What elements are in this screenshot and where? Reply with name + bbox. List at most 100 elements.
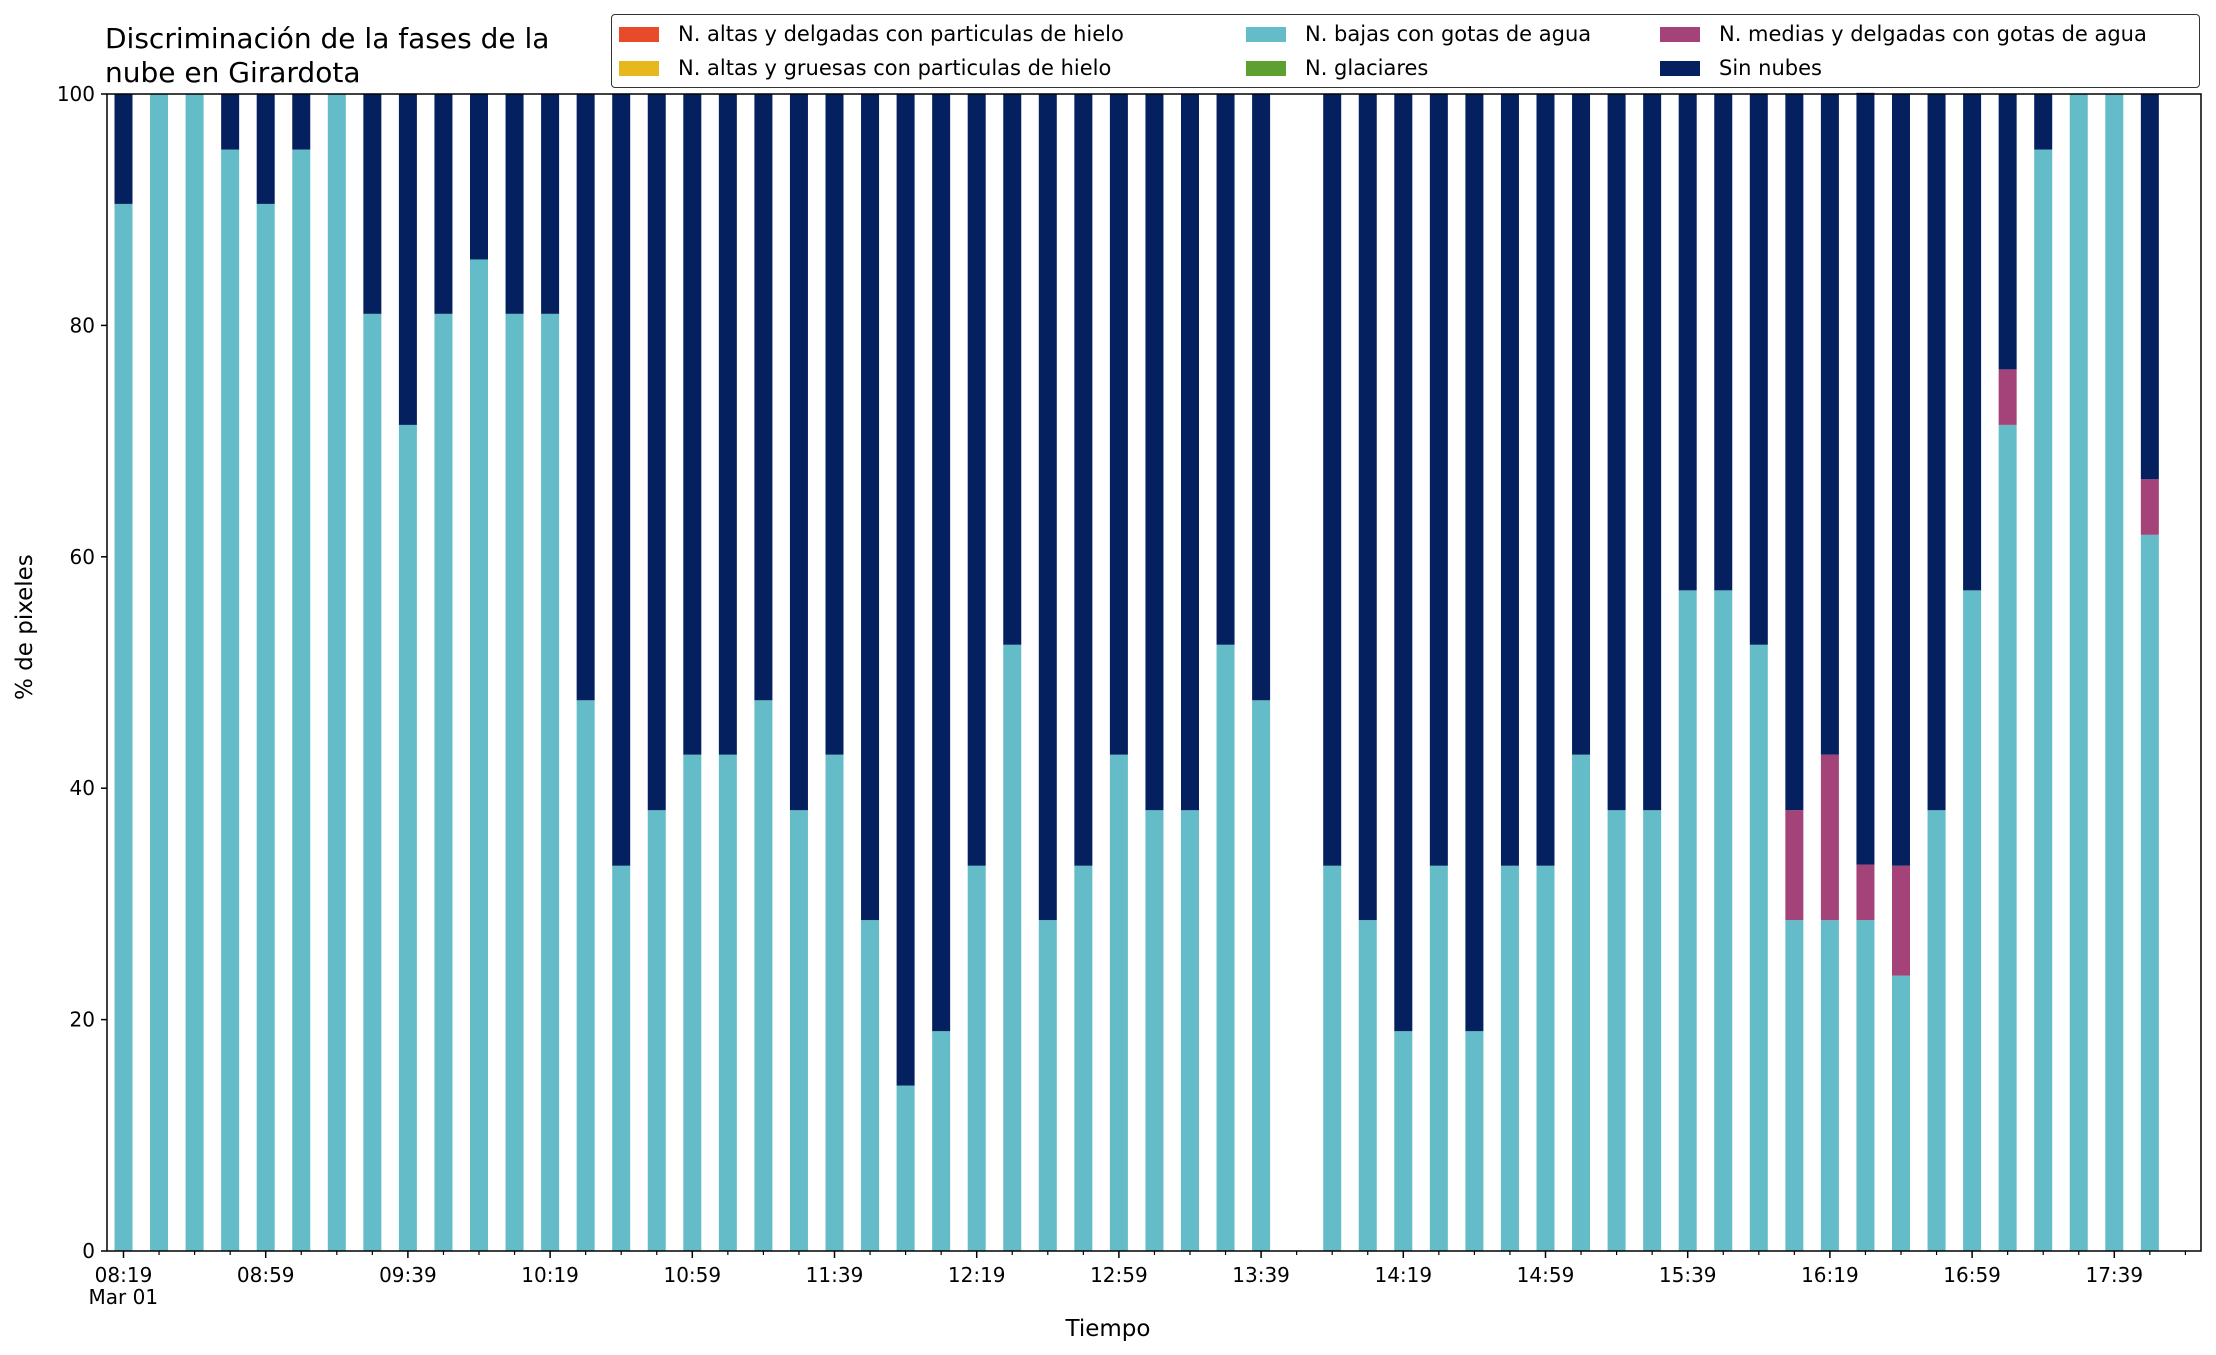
- bar-segment: [2140, 534, 2159, 1251]
- y-tick-label: 80: [70, 313, 95, 337]
- x-tick-label: 16:59: [1943, 1263, 2001, 1287]
- legend-swatch: [1660, 60, 1700, 76]
- legend-item-sin-nubes: Sin nubes: [1660, 56, 1822, 80]
- bar-segment: [718, 94, 737, 755]
- bar-segment: [1749, 644, 1768, 1251]
- y-tick-label: 100: [57, 82, 95, 106]
- legend-swatch: [619, 26, 659, 42]
- bar-segment: [327, 94, 346, 1251]
- bar-segment: [1536, 94, 1555, 866]
- bar-segment: [114, 94, 133, 204]
- bar-segment: [114, 203, 133, 1251]
- bar-segment: [683, 94, 702, 755]
- bar-segment: [1181, 94, 1199, 811]
- bar-segment: [1892, 865, 1910, 976]
- bar-segment: [1998, 424, 2017, 1251]
- bar-segment: [398, 424, 417, 1251]
- bars-layer: [114, 92, 2159, 1252]
- bar-segment: [1003, 94, 1022, 645]
- bar-segment: [1714, 590, 1733, 1251]
- bar-segment: [754, 94, 773, 701]
- bar-segment: [861, 920, 880, 1251]
- x-tick-label: Mar 01: [89, 1285, 159, 1309]
- y-tick-label: 20: [70, 1008, 95, 1032]
- bar-segment: [363, 94, 382, 314]
- x-tick-label: 09:39: [379, 1263, 437, 1287]
- bar-segment: [1927, 810, 1946, 1251]
- bar-segment: [1500, 94, 1519, 866]
- legend-item-bajas: N. bajas con gotas de agua: [1246, 22, 1591, 46]
- bar-segment: [1607, 94, 1626, 811]
- bar-segment: [861, 94, 880, 921]
- y-axis-label: % de pixeles: [12, 554, 38, 700]
- legend-swatch: [1246, 26, 1286, 42]
- y-tick-label: 60: [70, 545, 95, 569]
- bar-segment: [541, 313, 560, 1252]
- x-tick-label: 08:19: [95, 1263, 153, 1287]
- bar-segment: [1216, 644, 1235, 1251]
- legend-label: N. medias y delgadas con gotas de agua: [1719, 22, 2147, 46]
- legend-item-altas-delgadas: N. altas y delgadas con particulas de hi…: [619, 22, 1124, 46]
- legend-label: N. altas y gruesas con particulas de hie…: [678, 56, 1112, 80]
- bar-segment: [1109, 94, 1128, 755]
- bar-segment: [256, 94, 275, 204]
- bar-segment: [541, 94, 560, 314]
- x-tick-label: 11:39: [806, 1263, 864, 1287]
- bar-segment: [932, 1031, 951, 1251]
- legend-swatch: [619, 60, 659, 76]
- bar-segment: [1820, 920, 1839, 1251]
- bar-segment: [1892, 975, 1910, 1251]
- bar-segment: [647, 94, 666, 811]
- x-tick-label: 12:19: [948, 1263, 1006, 1287]
- bar-segment: [1643, 810, 1662, 1251]
- bar-segment: [1465, 94, 1484, 1032]
- bar-segment: [789, 810, 808, 1251]
- x-tick-label: 08:59: [237, 1263, 295, 1287]
- bar-segment: [1038, 920, 1057, 1251]
- bar-segment: [434, 313, 453, 1252]
- bar-segment: [1536, 865, 1555, 1251]
- x-tick-label: 17:39: [2085, 1263, 2143, 1287]
- bar-segment: [150, 94, 169, 1251]
- bar-segment: [1109, 754, 1128, 1251]
- bar-segment: [1785, 920, 1804, 1251]
- bar-segment: [1003, 644, 1022, 1251]
- x-tick-label: 14:19: [1374, 1263, 1432, 1287]
- legend-label: N. bajas con gotas de agua: [1305, 22, 1592, 46]
- bar-segment: [292, 149, 311, 1251]
- bar-segment: [1394, 94, 1413, 1032]
- bar-segment: [1145, 810, 1164, 1251]
- bar-segment: [1252, 94, 1271, 701]
- bar-segment: [363, 313, 382, 1252]
- x-tick-label: 10:59: [663, 1263, 721, 1287]
- chart-legend: N. altas y delgadas con particulas de hi…: [611, 14, 2200, 88]
- bar-segment: [1429, 94, 1448, 866]
- bar-segment: [1820, 754, 1839, 921]
- bar-segment: [434, 94, 453, 314]
- bar-segment: [2034, 149, 2053, 1251]
- x-tick-label: 13:39: [1232, 1263, 1290, 1287]
- bar-segment: [1500, 865, 1519, 1251]
- bar-segment: [256, 203, 275, 1251]
- bar-segment: [185, 94, 204, 1251]
- y-tick-label: 0: [82, 1239, 95, 1263]
- legend-label: N. altas y delgadas con particulas de hi…: [678, 22, 1124, 46]
- bar-segment: [1323, 94, 1342, 866]
- plot-frame: [106, 93, 2202, 1252]
- x-tick-label: 10:19: [521, 1263, 579, 1287]
- bar-segment: [576, 700, 595, 1251]
- bar-segment: [1678, 94, 1697, 591]
- bar-segment: [2140, 479, 2159, 535]
- bar-segment: [754, 700, 773, 1251]
- bar-segment: [1998, 94, 2017, 370]
- y-tick-label: 40: [70, 776, 95, 800]
- bar-segment: [292, 94, 311, 150]
- bar-segment: [825, 94, 844, 755]
- chart-title: Discriminación de la fases de la nube en…: [105, 22, 550, 89]
- bar-segment: [1394, 1031, 1413, 1251]
- bar-segment: [1074, 94, 1093, 866]
- bar-segment: [221, 94, 240, 150]
- bar-segment: [612, 94, 631, 866]
